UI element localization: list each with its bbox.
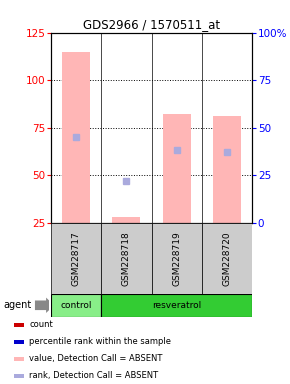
Bar (62, 51, 90, 223)
Text: control: control (60, 301, 92, 310)
Text: resveratrol: resveratrol (152, 301, 201, 310)
Bar (202, 223, 252, 294)
Text: rank, Detection Call = ABSENT: rank, Detection Call = ABSENT (29, 371, 159, 381)
FancyArrow shape (35, 298, 54, 313)
Bar (51, 294, 101, 317)
Bar (163, 114, 191, 223)
Bar (14, 340, 24, 344)
Bar (113, 217, 140, 223)
Text: GSM228717: GSM228717 (71, 231, 80, 286)
Text: percentile rank within the sample: percentile rank within the sample (29, 338, 171, 346)
Bar (14, 323, 24, 327)
Text: GSM228720: GSM228720 (223, 231, 232, 286)
Bar (101, 223, 151, 294)
Text: count: count (29, 320, 53, 329)
Bar (213, 116, 241, 223)
Text: GSM228719: GSM228719 (172, 231, 181, 286)
Text: value, Detection Call = ABSENT: value, Detection Call = ABSENT (29, 354, 163, 363)
Title: GDS2966 / 1570511_at: GDS2966 / 1570511_at (83, 18, 220, 31)
Bar (151, 223, 202, 294)
Bar (14, 357, 24, 361)
Bar (14, 374, 24, 378)
Bar (101, 294, 252, 317)
Text: GSM228718: GSM228718 (122, 231, 131, 286)
Bar (51, 223, 101, 294)
Text: agent: agent (3, 300, 31, 310)
